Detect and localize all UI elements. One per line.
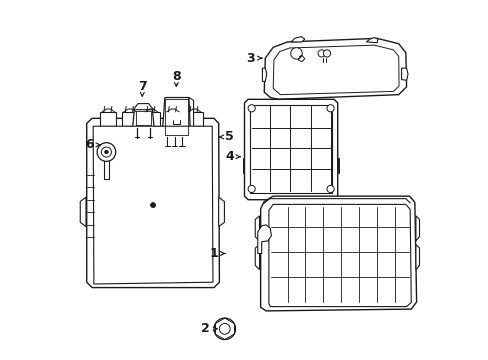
Polygon shape	[80, 197, 86, 226]
Circle shape	[214, 318, 235, 339]
Circle shape	[317, 50, 325, 57]
Polygon shape	[162, 98, 190, 137]
Circle shape	[104, 150, 108, 154]
Text: 7: 7	[138, 80, 146, 93]
Polygon shape	[132, 109, 154, 128]
Circle shape	[101, 147, 111, 157]
Circle shape	[150, 203, 155, 208]
Polygon shape	[268, 204, 410, 307]
Text: 2: 2	[200, 322, 209, 335]
Polygon shape	[244, 99, 337, 200]
Circle shape	[326, 105, 333, 112]
Polygon shape	[122, 112, 138, 126]
Polygon shape	[264, 39, 406, 99]
Circle shape	[247, 185, 255, 193]
Text: 6: 6	[85, 138, 94, 151]
Polygon shape	[93, 126, 212, 284]
Polygon shape	[401, 68, 407, 80]
Polygon shape	[262, 68, 266, 81]
Polygon shape	[273, 45, 398, 95]
Circle shape	[219, 323, 230, 334]
Polygon shape	[218, 197, 224, 226]
Polygon shape	[255, 216, 259, 241]
Polygon shape	[415, 216, 419, 241]
Circle shape	[326, 185, 333, 193]
Polygon shape	[86, 118, 219, 288]
Circle shape	[247, 105, 255, 112]
Polygon shape	[366, 38, 377, 42]
Polygon shape	[188, 98, 193, 137]
Text: 8: 8	[172, 69, 180, 82]
Polygon shape	[186, 112, 202, 126]
Polygon shape	[133, 104, 153, 110]
Polygon shape	[100, 112, 116, 126]
Polygon shape	[290, 37, 304, 42]
Text: 4: 4	[224, 150, 233, 163]
Text: 3: 3	[246, 51, 255, 64]
Polygon shape	[249, 105, 332, 193]
Polygon shape	[337, 158, 338, 173]
Circle shape	[290, 48, 302, 59]
Circle shape	[323, 50, 330, 57]
Text: 1: 1	[209, 247, 218, 260]
Polygon shape	[415, 244, 419, 270]
Polygon shape	[164, 112, 181, 126]
Polygon shape	[255, 244, 259, 270]
Polygon shape	[257, 225, 271, 253]
Circle shape	[261, 234, 266, 240]
Text: 5: 5	[224, 130, 233, 144]
Circle shape	[97, 143, 116, 161]
Polygon shape	[143, 112, 159, 126]
Polygon shape	[243, 158, 244, 173]
Polygon shape	[260, 196, 416, 311]
